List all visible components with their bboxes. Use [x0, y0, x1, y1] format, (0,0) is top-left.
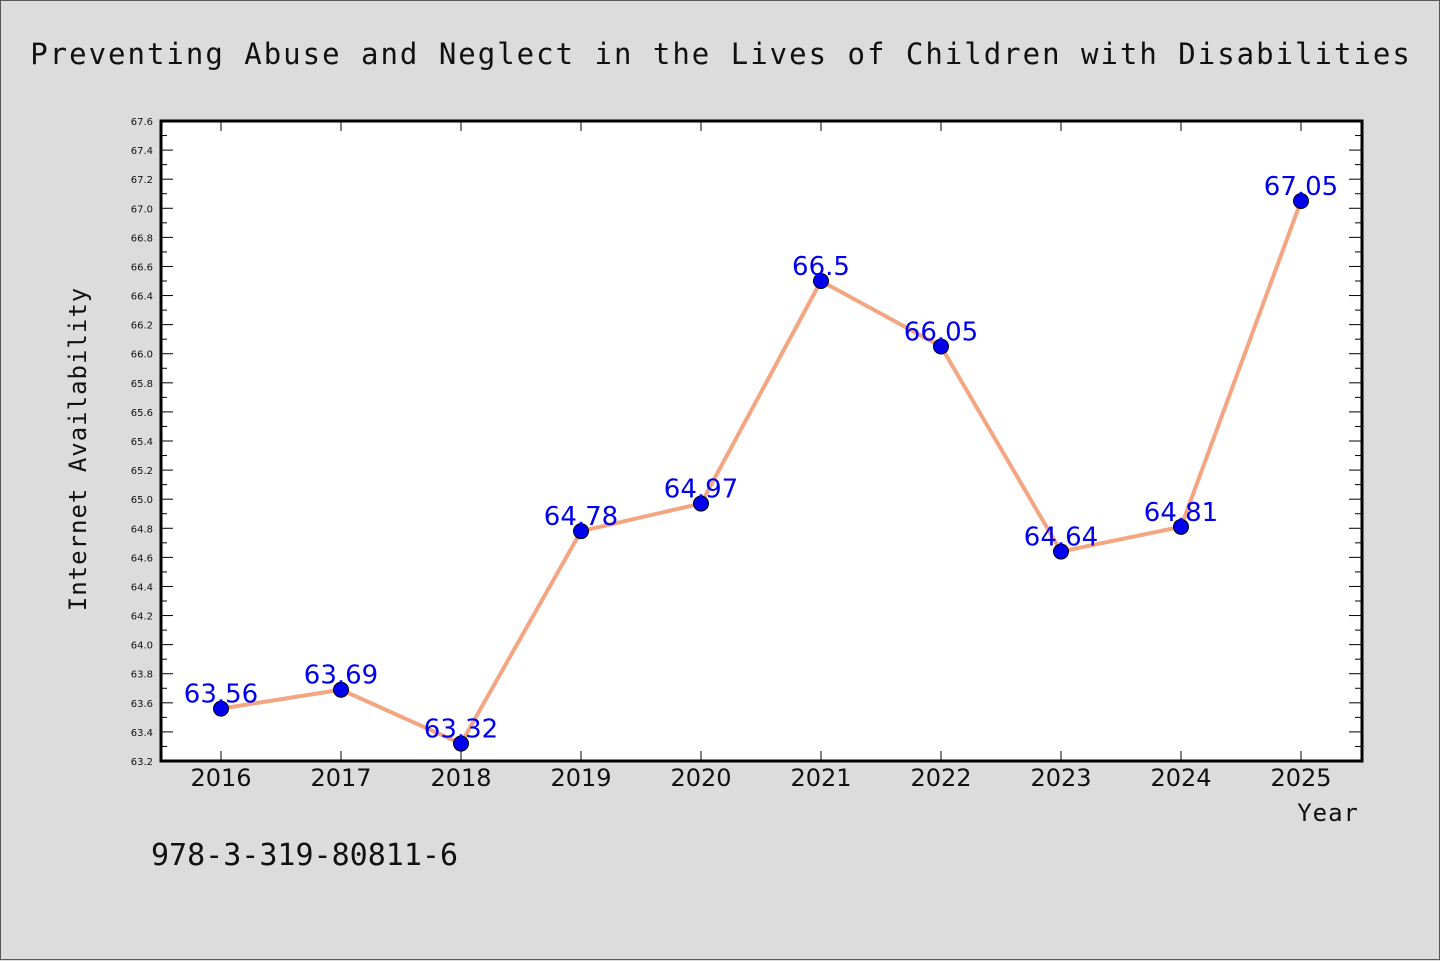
x-tick-label: 2023	[1030, 764, 1091, 792]
data-point	[933, 338, 949, 355]
data-point	[213, 700, 229, 717]
data-label: 67.05	[1264, 172, 1338, 202]
x-tick-label: 2016	[190, 764, 251, 792]
y-tick-label: 66.2	[131, 321, 153, 332]
x-axis-label: Year	[1297, 799, 1359, 827]
x-tick-label: 2018	[430, 764, 491, 792]
y-tick-label: 64.8	[131, 524, 153, 535]
data-point	[813, 273, 829, 289]
x-axis: 2016 2017 2018 2019 2020 2021 2022 2023 2024 2025	[190, 121, 1332, 792]
y-axis: 63.2 63.4 63.6 63.8 64.0 64.2 64.4 64.6 64.8 65.0…	[131, 117, 1361, 768]
y-tick-label: 67.2	[131, 175, 153, 186]
data-point	[333, 681, 349, 698]
y-axis-label: Internet Availability	[64, 287, 92, 611]
data-label: 66.05	[904, 317, 978, 347]
y-tick-label: 64.2	[131, 612, 153, 623]
y-tick-label: 64.6	[131, 553, 153, 564]
series-line	[219, 199, 1303, 746]
x-tick-label: 2021	[790, 764, 851, 792]
data-label: 64.78	[544, 502, 618, 532]
x-tick-label: 2020	[670, 764, 731, 792]
plot-area	[159, 119, 1364, 763]
y-tick-label: 65.0	[131, 495, 153, 506]
y-tick-label: 65.6	[131, 408, 153, 419]
chart-title: Preventing Abuse and Neglect in the Live…	[30, 37, 1412, 71]
y-tick-label: 67.4	[131, 146, 153, 157]
y-tick-label: 66.6	[131, 262, 153, 273]
y-tick-label: 63.2	[131, 757, 153, 768]
data-point	[693, 495, 709, 512]
y-tick-label: 63.4	[131, 728, 153, 739]
data-label: 64.81	[1144, 498, 1218, 528]
y-tick-label: 66.4	[131, 292, 153, 303]
data-point	[1053, 543, 1069, 560]
y-tick-label: 65.8	[131, 379, 153, 390]
x-tick-label: 2024	[1150, 764, 1211, 792]
isbn-annotation: 978-3-319-80811-6	[151, 838, 458, 873]
data-point	[453, 735, 469, 752]
x-tick-label: 2017	[310, 764, 371, 792]
data-point	[1173, 518, 1189, 535]
data-label: 66.5	[792, 252, 850, 282]
data-label: 64.97	[664, 475, 738, 505]
x-tick-label: 2022	[910, 764, 971, 792]
y-tick-label: 63.6	[131, 699, 153, 710]
y-tick-label: 67.0	[131, 204, 153, 215]
y-tick-label: 65.2	[131, 466, 153, 477]
data-label: 64.64	[1024, 523, 1098, 553]
x-tick-label: 2025	[1270, 764, 1331, 792]
y-tick-label: 66.8	[131, 233, 153, 244]
x-tick-label: 2019	[550, 764, 611, 792]
data-label: 63.32	[424, 715, 498, 745]
data-point	[573, 523, 589, 540]
data-label: 63.69	[304, 661, 378, 691]
data-point	[1293, 193, 1309, 209]
y-tick-label: 63.8	[131, 670, 153, 681]
y-tick-label: 64.4	[131, 582, 153, 593]
y-tick-label: 67.6	[131, 117, 153, 128]
y-tick-label: 66.0	[131, 350, 153, 361]
series-layer: 63.56 63.69 63.32 64.78 64.97 66.5 66.05 64.64 6…	[184, 172, 1338, 752]
y-tick-label: 64.0	[131, 641, 153, 652]
data-label: 63.56	[184, 680, 258, 710]
y-tick-label: 65.4	[131, 437, 153, 448]
